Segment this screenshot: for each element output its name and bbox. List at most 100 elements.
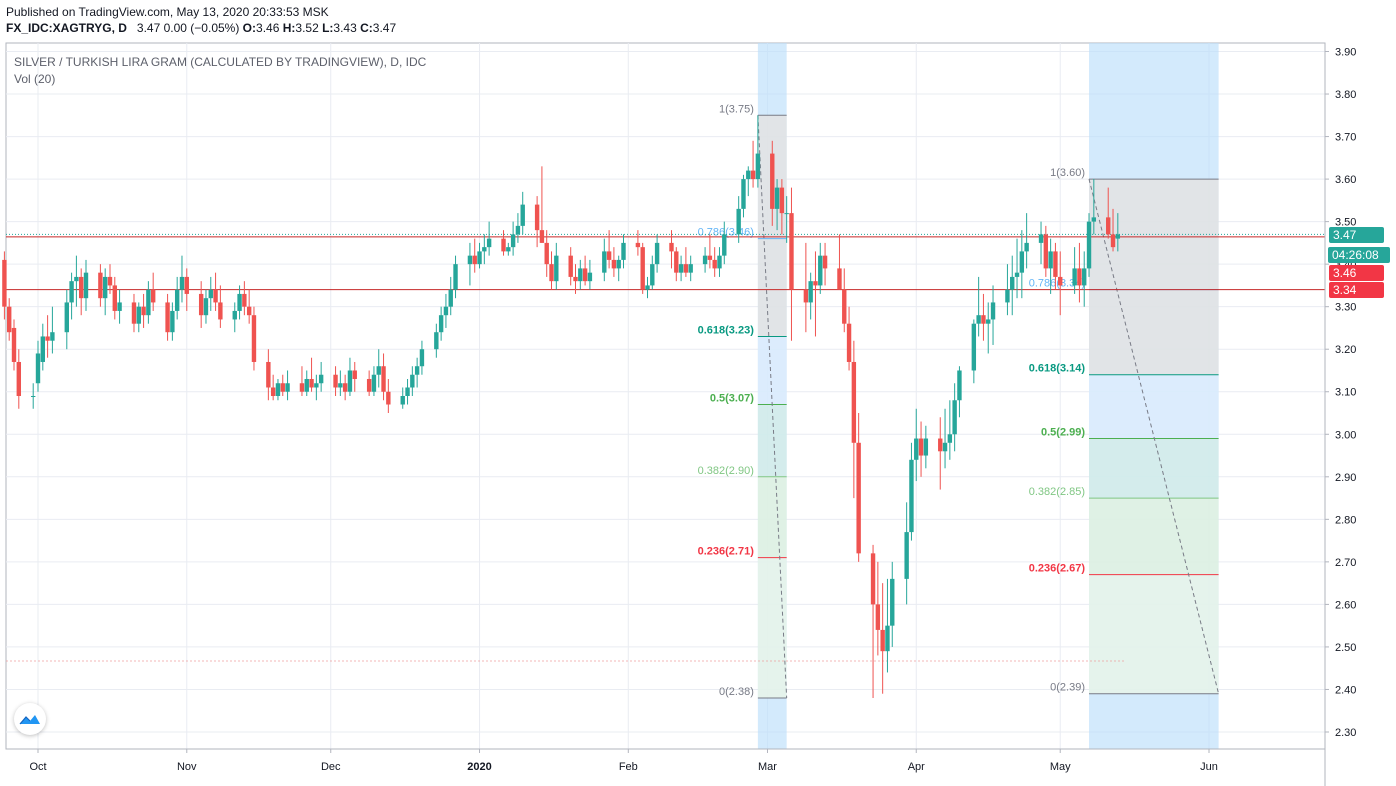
- fib-zone: [1089, 438, 1219, 499]
- candle: [414, 357, 420, 388]
- candle-body: [909, 459, 914, 533]
- legend-volume[interactable]: Vol (20): [14, 72, 56, 86]
- y-tick-label: 3.50: [1335, 217, 1356, 229]
- candle: [645, 276, 650, 299]
- candle: [587, 259, 593, 290]
- candle-body: [275, 383, 281, 396]
- candle-body: [520, 204, 525, 226]
- candle: [722, 221, 727, 265]
- candle-body: [2, 259, 7, 307]
- candle-body: [16, 361, 22, 396]
- candle: [846, 306, 852, 371]
- candle-body: [746, 170, 751, 180]
- candle-body: [918, 438, 924, 456]
- candle: [1014, 238, 1020, 299]
- candle-body: [890, 578, 895, 626]
- candle: [707, 234, 713, 269]
- candle-body: [539, 230, 545, 243]
- candle-body: [477, 251, 482, 265]
- candle-body: [650, 264, 655, 286]
- candle: [448, 276, 453, 316]
- candle: [246, 289, 252, 324]
- candle: [578, 259, 583, 290]
- candle-body: [851, 361, 857, 443]
- candle-body: [506, 247, 511, 252]
- candle-body: [573, 276, 578, 282]
- candle: [270, 374, 276, 401]
- candle-body: [1115, 234, 1121, 239]
- y-tick-label: 3.10: [1335, 387, 1356, 399]
- candle: [453, 255, 458, 299]
- candle-body: [165, 302, 170, 333]
- candle: [78, 268, 84, 316]
- candle: [582, 255, 588, 286]
- candle-body: [818, 255, 823, 286]
- candle: [842, 268, 847, 333]
- candle: [870, 544, 876, 698]
- candle-body: [1048, 251, 1053, 269]
- candle-body: [904, 532, 909, 579]
- y-tick-label: 3.30: [1335, 302, 1356, 314]
- candle: [875, 561, 881, 656]
- candle: [83, 259, 89, 311]
- candle-body: [232, 310, 237, 320]
- candle-body: [266, 361, 271, 388]
- fib-level-label: 0(2.39): [1050, 682, 1085, 694]
- candle-body: [587, 272, 593, 282]
- fib-zone: [757, 476, 787, 558]
- candle: [1058, 251, 1063, 316]
- candle: [50, 306, 55, 354]
- candle: [573, 264, 578, 294]
- candle-body: [602, 251, 607, 273]
- candle-body: [986, 319, 991, 324]
- candle: [789, 187, 794, 341]
- x-tick-label: Nov: [177, 761, 197, 773]
- y-tick-label: 3.00: [1335, 429, 1356, 441]
- candle: [674, 247, 679, 282]
- tradingview-logo-icon[interactable]: [14, 703, 46, 735]
- candle: [376, 349, 381, 388]
- candle-body: [846, 323, 852, 362]
- candle: [35, 340, 41, 392]
- candle: [654, 234, 660, 273]
- candle-body: [482, 247, 487, 252]
- fib-zone: [1089, 374, 1219, 439]
- candle: [285, 370, 290, 401]
- candle-body: [246, 306, 252, 316]
- candle-body: [942, 442, 948, 452]
- candle-body: [208, 289, 213, 299]
- candle: [1091, 179, 1097, 235]
- candle: [242, 281, 247, 316]
- candle: [506, 242, 511, 256]
- candle: [1077, 242, 1082, 303]
- candle: [410, 366, 415, 396]
- candle-body: [674, 251, 679, 273]
- candle: [304, 370, 309, 396]
- candle: [184, 268, 189, 311]
- candle-body: [309, 378, 314, 388]
- candle: [69, 272, 74, 320]
- line-lower-tag: 3.34: [1329, 282, 1384, 298]
- candle: [1086, 213, 1092, 277]
- candle: [1038, 221, 1044, 265]
- candle-body: [419, 349, 425, 367]
- candle: [909, 442, 914, 541]
- candle-body: [702, 255, 708, 265]
- fib-zone: [757, 336, 787, 405]
- legend-title: SILVER / TURKISH LIRA GRAM (CALCULATED B…: [14, 55, 427, 69]
- candle: [616, 255, 621, 282]
- candle: [40, 323, 45, 371]
- candle: [952, 383, 957, 452]
- candle: [501, 230, 506, 256]
- candle-body: [40, 336, 45, 362]
- candle: [443, 293, 449, 328]
- candle-body: [78, 276, 84, 299]
- candle: [232, 302, 237, 333]
- candle-body: [342, 383, 348, 392]
- candle: [266, 349, 271, 401]
- low-label: L:: [322, 21, 334, 35]
- fib-level-label: 0.236(2.71): [698, 546, 755, 558]
- candle-body: [606, 251, 612, 260]
- candle-body: [170, 310, 175, 333]
